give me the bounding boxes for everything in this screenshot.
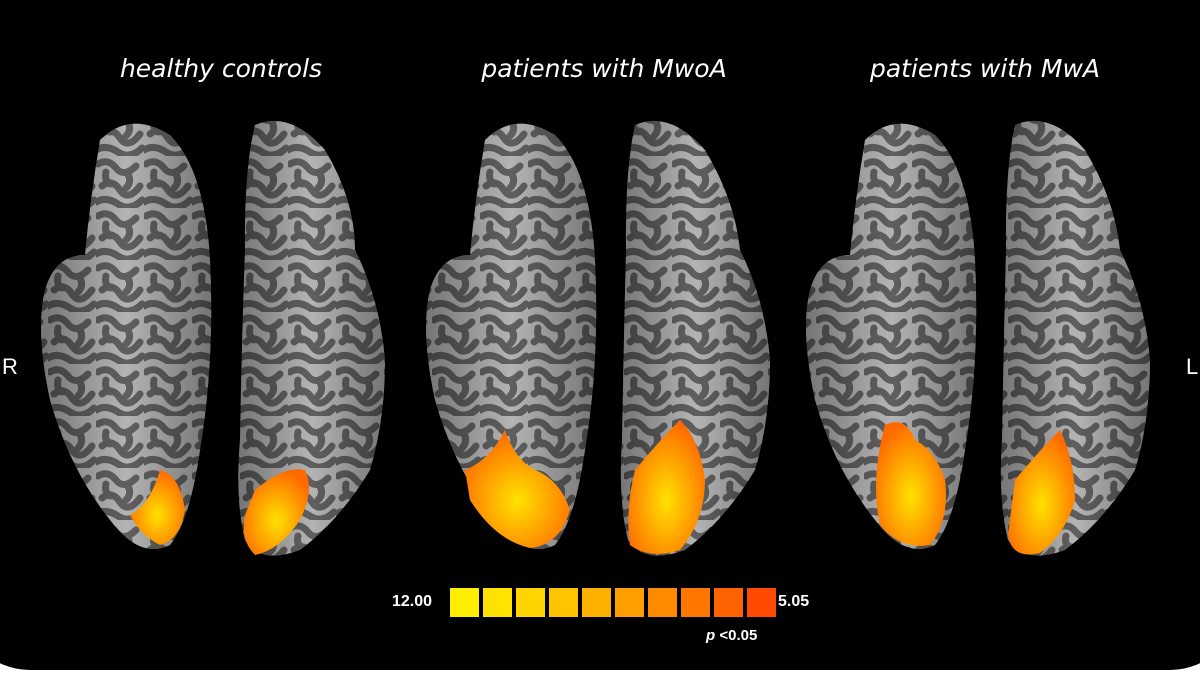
brain-mwa-right xyxy=(806,123,977,550)
brain-mwa-left xyxy=(1000,120,1150,556)
colorbar-swatch xyxy=(450,588,479,617)
left-hemisphere-label: L xyxy=(1186,354,1199,379)
title-healthy-controls: healthy controls xyxy=(119,54,323,83)
colorbar xyxy=(450,588,776,617)
colorbar-swatch xyxy=(483,588,512,617)
brain-healthy-right xyxy=(41,123,212,550)
colorbar-min-label: 5.05 xyxy=(778,593,810,610)
colorbar-swatch xyxy=(549,588,578,617)
p-value-label: p <0.05 xyxy=(706,627,757,644)
colorbar-swatch xyxy=(648,588,677,617)
colorbar-swatch xyxy=(747,588,776,617)
colorbar-swatch xyxy=(681,588,710,617)
brain-mwoa-left xyxy=(620,120,770,556)
brain-mwoa-right xyxy=(426,123,597,550)
colorbar-max-label: 12.00 xyxy=(392,593,433,610)
brain-healthy-left xyxy=(238,120,385,556)
p-threshold: <0.05 xyxy=(715,627,758,644)
p-symbol: p xyxy=(706,627,716,644)
colorbar-swatch xyxy=(714,588,743,617)
right-hemisphere-label: R xyxy=(2,354,18,379)
colorbar-swatch xyxy=(516,588,545,617)
title-patients-mwoa: patients with MwoA xyxy=(481,54,727,83)
title-patients-mwa: patients with MwA xyxy=(869,54,1101,83)
colorbar-swatch xyxy=(615,588,644,617)
colorbar-swatch xyxy=(582,588,611,617)
